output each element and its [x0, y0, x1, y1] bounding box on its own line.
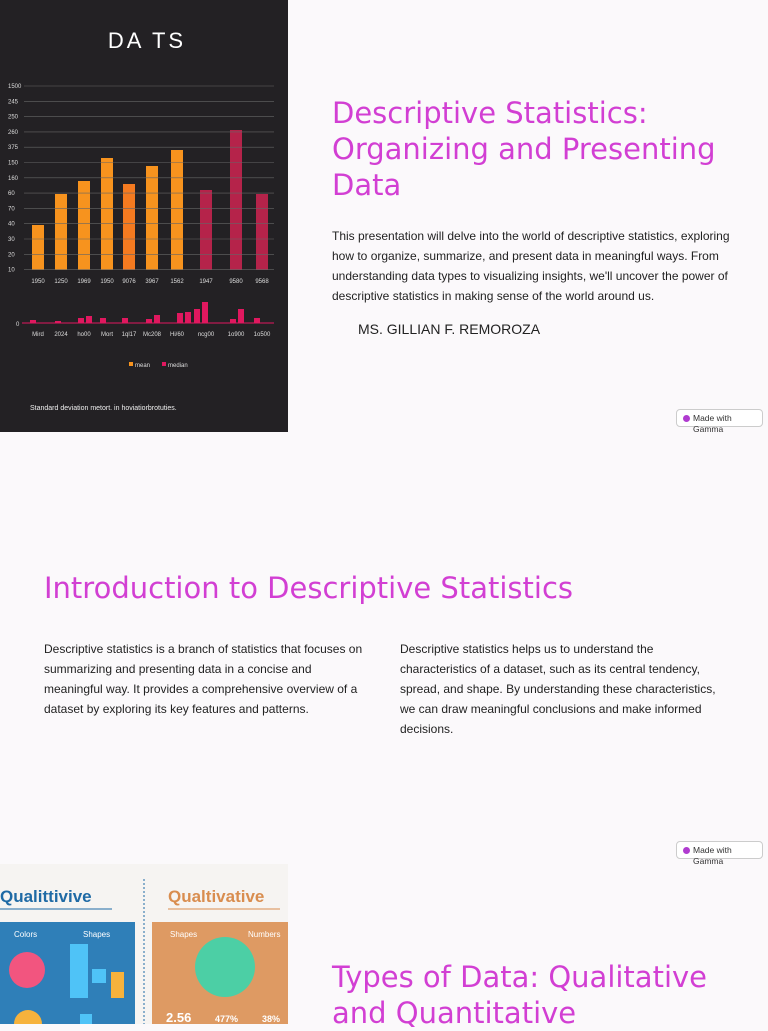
slide2-title: Introduction to Descriptive Statistics — [44, 571, 573, 605]
x-tick-label: 1950 — [31, 279, 45, 285]
x-tick-label: 9076 — [122, 279, 136, 285]
y-tick-label: 20 — [8, 252, 15, 258]
slide1-title: Descriptive Statistics: Organizing and P… — [332, 96, 716, 202]
author: MS. GILLIAN F. REMOROZA — [358, 321, 541, 337]
image-label: Colors — [14, 930, 37, 939]
x-tick-label: 1562 — [170, 279, 184, 285]
x-tick-label: ncg00 — [198, 332, 215, 338]
y-tick-label: 150 — [8, 161, 19, 167]
image-label: Shapes — [83, 930, 110, 939]
y-tick-label: 30 — [8, 237, 15, 243]
image-number: 38% — [262, 1014, 280, 1024]
slide3-title: Types of Data: Qualitative and Quantitat… — [332, 960, 708, 1030]
image-label: Numbers — [248, 930, 280, 939]
x-tick-label: Mc208 — [143, 332, 162, 338]
y-tick-label: 245 — [8, 99, 19, 105]
image-right-title: Qualtivative — [168, 887, 264, 906]
x-tick-label: 1250 — [54, 279, 68, 285]
y-tick-label: 250 — [8, 115, 19, 121]
image-footnote: Standard deviation metort. in hoviatiorb… — [30, 405, 177, 412]
x-tick-label: 2024 — [54, 332, 68, 338]
zero-label: 0 — [16, 322, 20, 328]
y-tick-label: 260 — [8, 130, 19, 136]
image-title: DA TS — [108, 28, 186, 53]
y-tick-label: 160 — [8, 176, 19, 182]
slide1-body: This presentation will delve into the wo… — [332, 229, 730, 303]
y-tick-label: 40 — [8, 222, 15, 228]
x-tick-label: ho00 — [77, 332, 91, 338]
x-tick-label: 9580 — [229, 279, 243, 285]
gamma-badge[interactable]: Made with Gamma — [676, 409, 763, 434]
x-tick-label: 9568 — [255, 279, 269, 285]
legend-label: mean — [135, 363, 150, 369]
x-tick-label: 1ql17 — [122, 332, 137, 338]
y-tick-label: 10 — [8, 268, 15, 274]
image-label: Shapes — [170, 930, 197, 939]
slide1-image: DA TS 0 Standard deviation metort. in ho… — [0, 0, 288, 432]
x-tick-label: 1o500 — [254, 332, 271, 338]
image-left-title: Qualittivive — [0, 887, 92, 906]
y-tick-label: 375 — [8, 145, 19, 151]
slide2-column: Descriptive statistics is a branch of st… — [44, 642, 363, 716]
image-number: 2.56 — [166, 1010, 191, 1024]
y-tick-label: 60 — [8, 191, 15, 197]
x-tick-label: Hi/60 — [170, 332, 185, 338]
slide3-image: Qualittivive Qualtivative Colors Shapes Sh… — [0, 864, 288, 1024]
y-tick-label: 70 — [8, 206, 15, 212]
x-tick-label: Mird — [32, 332, 44, 338]
legend-label: median — [168, 363, 188, 369]
x-tick-label: 1969 — [77, 279, 91, 285]
x-tick-label: 1950 — [100, 279, 114, 285]
gamma-badge[interactable]: Made with Gamma — [676, 841, 763, 866]
x-tick-label: Mort — [101, 332, 113, 338]
x-tick-label: 1947 — [199, 279, 213, 285]
x-tick-label: 3967 — [145, 279, 159, 285]
y-tick-label: 1500 — [8, 84, 22, 90]
slide2-column: Descriptive statistics helps us to under… — [400, 642, 716, 736]
x-tick-label: 1o900 — [228, 332, 245, 338]
image-number: 477% — [215, 1014, 238, 1024]
